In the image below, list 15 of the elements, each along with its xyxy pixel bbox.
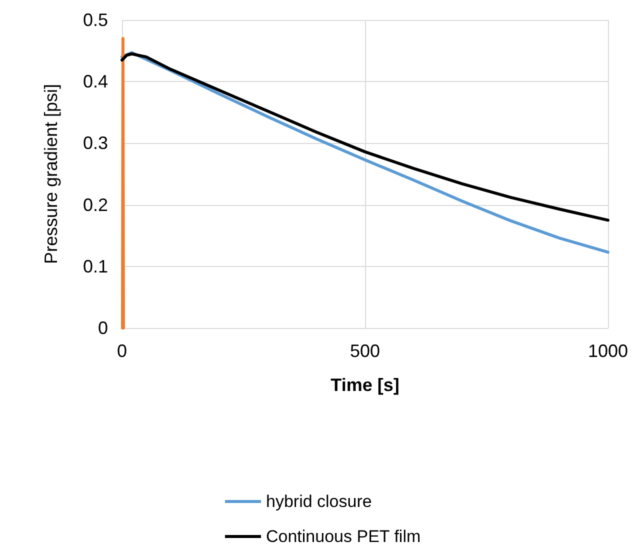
legend-label: hybrid closure — [266, 492, 372, 511]
x-tick-label: 0 — [116, 341, 128, 361]
y-tick-label: 0.5 — [82, 10, 108, 30]
x-axis-title: Time [s] — [330, 375, 400, 395]
y-tick-label: 0 — [98, 318, 108, 338]
y-tick-label: 0.1 — [82, 256, 108, 276]
x-tick-label: 1000 — [588, 341, 628, 361]
line-series — [120, 52, 610, 222]
y-tick-label: 0.2 — [82, 194, 108, 215]
x-tick-label: 500 — [350, 341, 380, 361]
y-tick-label: 0.4 — [82, 72, 108, 92]
line-series — [120, 51, 610, 254]
y-axis-title: Pressure gradient [psi] — [41, 84, 61, 264]
legend-label: Continuous PET film — [266, 527, 421, 546]
y-tick-label: 0.3 — [82, 133, 108, 154]
